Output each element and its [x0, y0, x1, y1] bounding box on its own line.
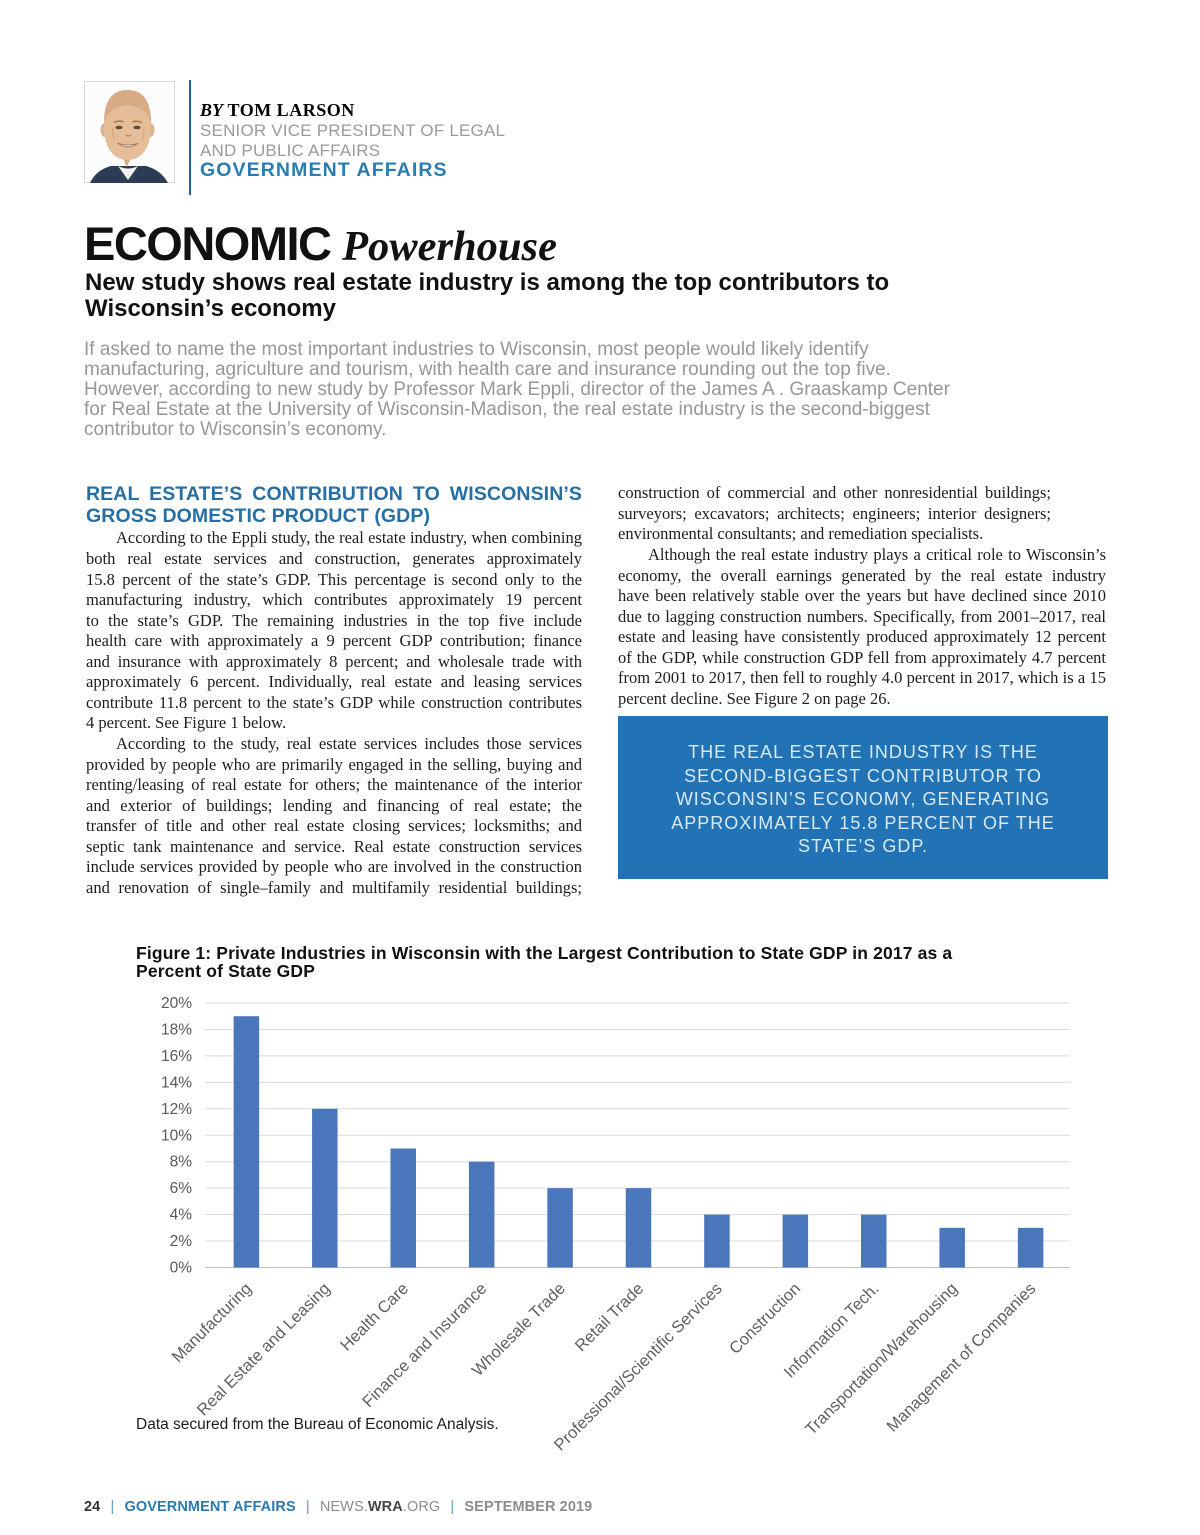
svg-text:14%: 14% [161, 1074, 192, 1091]
svg-text:12%: 12% [161, 1101, 192, 1118]
svg-text:Transportation/Warehousing: Transportation/Warehousing [802, 1280, 961, 1439]
svg-text:6%: 6% [170, 1180, 193, 1197]
svg-text:0%: 0% [170, 1260, 193, 1277]
svg-text:Health Care: Health Care [337, 1280, 412, 1355]
svg-text:2%: 2% [170, 1233, 193, 1250]
svg-text:Retail Trade: Retail Trade [572, 1280, 648, 1356]
svg-text:Real Estate and Leasing: Real Estate and Leasing [194, 1280, 334, 1420]
svg-text:10%: 10% [161, 1127, 192, 1144]
svg-text:20%: 20% [161, 995, 192, 1012]
svg-text:Management of Companies: Management of Companies [883, 1280, 1039, 1436]
svg-text:4%: 4% [170, 1207, 193, 1224]
svg-text:Construction: Construction [726, 1280, 804, 1358]
svg-text:Manufacturing: Manufacturing [169, 1280, 256, 1367]
svg-text:8%: 8% [170, 1154, 193, 1171]
svg-text:18%: 18% [161, 1021, 192, 1038]
svg-text:Professional/Scientific Servic: Professional/Scientific Services [551, 1280, 726, 1455]
svg-text:16%: 16% [161, 1048, 192, 1065]
